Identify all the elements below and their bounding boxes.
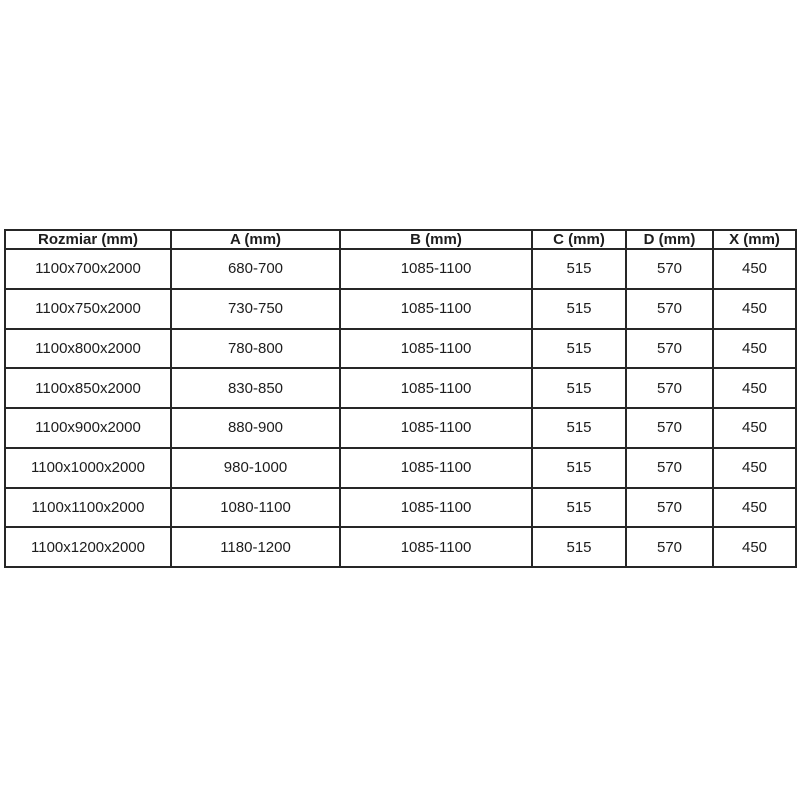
cell-b: 1085-1100 [339, 446, 533, 489]
cell-d: 570 [625, 248, 714, 290]
cell-c: 515 [531, 367, 627, 409]
cell-b: 1085-1100 [339, 526, 533, 568]
cell-a: 880-900 [170, 407, 341, 449]
cell-x: 450 [712, 407, 797, 449]
cell-b: 1085-1100 [339, 486, 533, 529]
size-spec-table: Rozmiar (mm) A (mm) B (mm) C (mm) D (mm)… [4, 229, 797, 568]
column-header-rozmiar: Rozmiar (mm) [4, 229, 172, 250]
cell-b: 1085-1100 [339, 407, 533, 449]
cell-a: 980-1000 [170, 446, 341, 489]
cell-a: 680-700 [170, 248, 341, 290]
cell-x: 450 [712, 248, 797, 290]
cell-a: 830-850 [170, 367, 341, 409]
column-header-x: X (mm) [712, 229, 797, 250]
cell-b: 1085-1100 [339, 367, 533, 409]
cell-d: 570 [625, 526, 714, 568]
cell-d: 570 [625, 287, 714, 330]
table-row: 1100x800x2000 780-800 1085-1100 515 570 … [4, 327, 797, 370]
cell-d: 570 [625, 367, 714, 409]
cell-c: 515 [531, 486, 627, 529]
table-row: 1100x750x2000 730-750 1085-1100 515 570 … [4, 287, 797, 330]
cell-rozmiar: 1100x850x2000 [4, 367, 172, 409]
cell-rozmiar: 1100x1000x2000 [4, 446, 172, 489]
cell-d: 570 [625, 327, 714, 370]
cell-c: 515 [531, 446, 627, 489]
column-header-c: C (mm) [531, 229, 627, 250]
table-header-row: Rozmiar (mm) A (mm) B (mm) C (mm) D (mm)… [4, 229, 797, 250]
cell-x: 450 [712, 367, 797, 409]
cell-rozmiar: 1100x800x2000 [4, 327, 172, 370]
cell-x: 450 [712, 446, 797, 489]
cell-rozmiar: 1100x700x2000 [4, 248, 172, 290]
cell-x: 450 [712, 486, 797, 529]
cell-rozmiar: 1100x750x2000 [4, 287, 172, 330]
column-header-a: A (mm) [170, 229, 341, 250]
column-header-b: B (mm) [339, 229, 533, 250]
cell-a: 1080-1100 [170, 486, 341, 529]
table-row: 1100x850x2000 830-850 1085-1100 515 570 … [4, 367, 797, 409]
cell-b: 1085-1100 [339, 248, 533, 290]
cell-c: 515 [531, 526, 627, 568]
cell-x: 450 [712, 526, 797, 568]
cell-a: 1180-1200 [170, 526, 341, 568]
cell-x: 450 [712, 287, 797, 330]
cell-d: 570 [625, 407, 714, 449]
cell-d: 570 [625, 446, 714, 489]
table-row: 1100x700x2000 680-700 1085-1100 515 570 … [4, 248, 797, 290]
cell-d: 570 [625, 486, 714, 529]
cell-c: 515 [531, 327, 627, 370]
cell-a: 780-800 [170, 327, 341, 370]
cell-rozmiar: 1100x900x2000 [4, 407, 172, 449]
cell-c: 515 [531, 287, 627, 330]
column-header-d: D (mm) [625, 229, 714, 250]
cell-rozmiar: 1100x1100x2000 [4, 486, 172, 529]
cell-b: 1085-1100 [339, 327, 533, 370]
cell-rozmiar: 1100x1200x2000 [4, 526, 172, 568]
table-row: 1100x1100x2000 1080-1100 1085-1100 515 5… [4, 486, 797, 529]
cell-c: 515 [531, 248, 627, 290]
table-row: 1100x1000x2000 980-1000 1085-1100 515 57… [4, 446, 797, 489]
cell-b: 1085-1100 [339, 287, 533, 330]
table-row: 1100x1200x2000 1180-1200 1085-1100 515 5… [4, 526, 797, 568]
cell-c: 515 [531, 407, 627, 449]
cell-a: 730-750 [170, 287, 341, 330]
cell-x: 450 [712, 327, 797, 370]
table-row: 1100x900x2000 880-900 1085-1100 515 570 … [4, 407, 797, 449]
